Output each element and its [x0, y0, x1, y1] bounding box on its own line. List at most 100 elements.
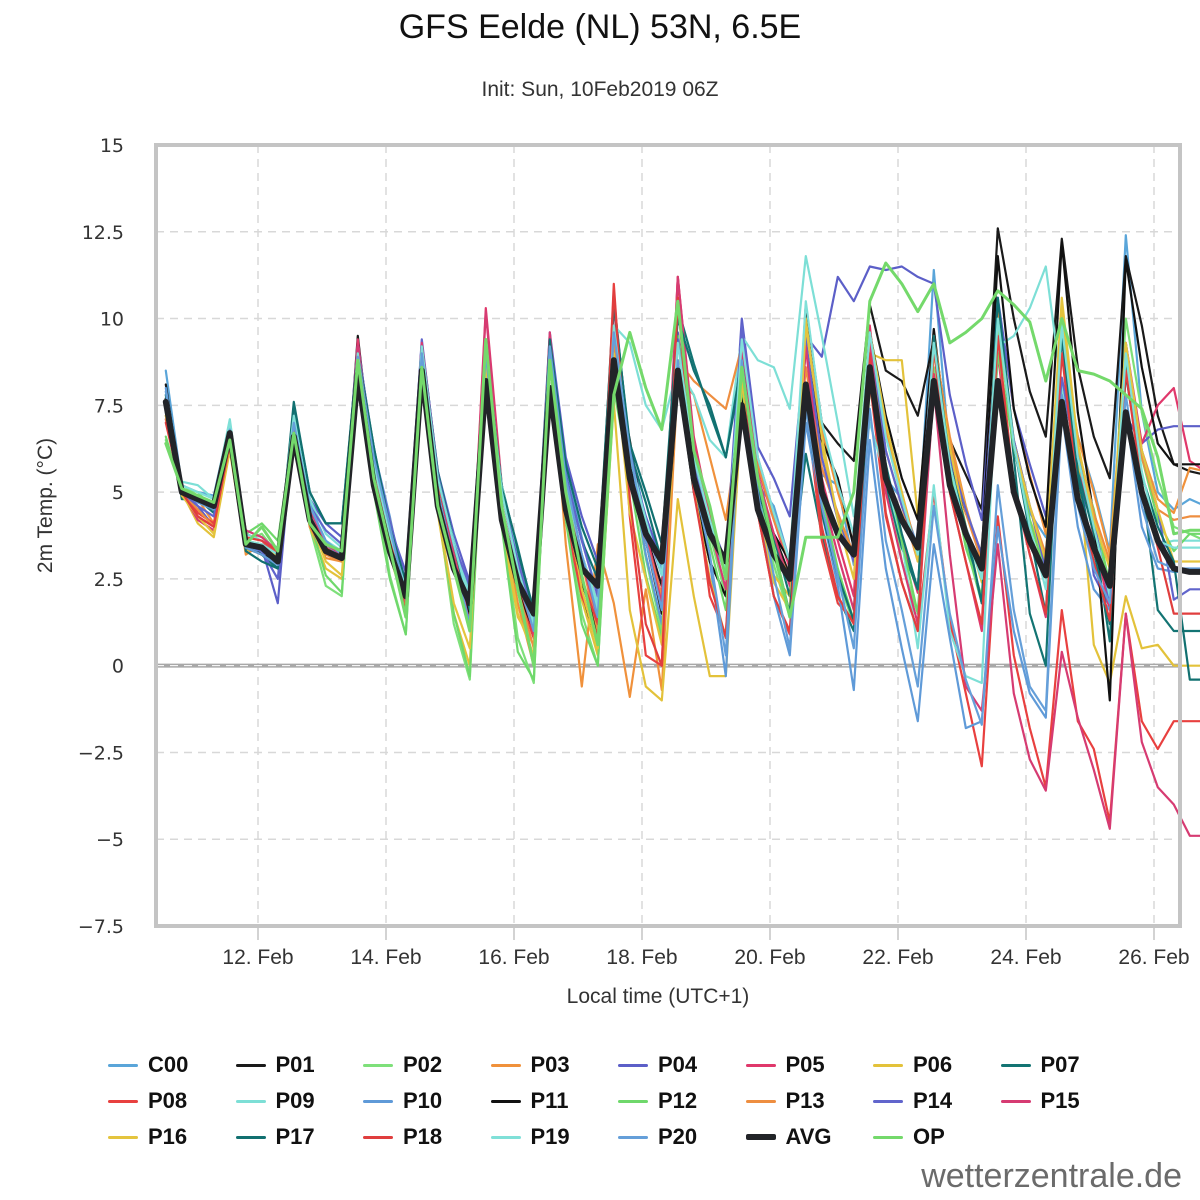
legend-label: P03 — [530, 1052, 570, 1077]
y-tick-label: −5 — [96, 829, 124, 851]
legend-item-p13[interactable]: P13 — [745, 1088, 825, 1114]
legend-label: P02 — [403, 1052, 443, 1077]
legend-item-p01[interactable]: P01 — [235, 1052, 315, 1078]
legend-item-p20[interactable]: P20 — [618, 1124, 697, 1150]
y-axis-label: 2m Temp. (°C) — [34, 438, 57, 573]
legend-swatch — [490, 1099, 521, 1103]
legend-label: P14 — [913, 1088, 953, 1113]
x-tick-label: 18. Feb — [606, 946, 677, 969]
legend-swatch — [873, 1063, 903, 1067]
y-tick-label: 12.5 — [82, 222, 124, 244]
legend-swatch — [490, 1063, 521, 1067]
legend-label: P07 — [1040, 1052, 1080, 1077]
legend-swatch — [873, 1135, 903, 1139]
legend-label: P12 — [658, 1088, 698, 1113]
legend-label: P17 — [275, 1124, 315, 1149]
y-tick-label: 2.5 — [94, 569, 124, 591]
y-tick-label: 15 — [100, 135, 124, 157]
legend-swatch — [108, 1135, 138, 1139]
legend-item-c00[interactable]: C00 — [108, 1052, 188, 1078]
source-credit: wetterzentrale.de — [921, 1157, 1182, 1195]
x-tick-label: 26. Feb — [1118, 946, 1189, 969]
legend-swatch — [363, 1063, 393, 1067]
legend-item-p19[interactable]: P19 — [490, 1124, 570, 1150]
y-axis-ticks: 15 12.5 10 7.5 5 2.5 0 −2.5 −5 −7.5 — [78, 135, 124, 938]
legend-item-p10[interactable]: P10 — [363, 1088, 442, 1114]
legend-item-p17[interactable]: P17 — [235, 1124, 315, 1150]
series-line-avg — [162, 357, 1200, 617]
x-tick-label: 24. Feb — [990, 946, 1061, 969]
series-line-p11 — [164, 241, 1200, 702]
legend-label: P05 — [785, 1052, 825, 1077]
legend-swatch — [618, 1135, 648, 1139]
legend-label: P10 — [403, 1088, 443, 1113]
x-tick-label: 12. Feb — [222, 946, 293, 969]
x-tick-label: 20. Feb — [734, 946, 805, 969]
legend-swatch — [745, 1099, 776, 1103]
chart-canvas: 15 12.5 10 7.5 5 2.5 0 −2.5 −5 −7.5 12. Feb 14. Fe… — [34, 135, 1200, 1008]
series-line-op — [164, 261, 1200, 668]
legend-item-p03[interactable]: P03 — [490, 1052, 570, 1078]
y-tick-label: 7.5 — [94, 395, 124, 417]
legend-swatch — [363, 1135, 393, 1139]
legend-item-p18[interactable]: P18 — [363, 1124, 442, 1150]
legend-item-avg[interactable]: AVG — [745, 1124, 832, 1150]
legend-label: P16 — [148, 1124, 188, 1149]
legend-label: P15 — [1040, 1088, 1080, 1113]
legend-swatch — [618, 1099, 648, 1103]
y-tick-label: −2.5 — [78, 742, 124, 764]
chart-subtitle: Init: Sun, 10Feb2019 06Z — [481, 78, 719, 101]
x-tick-label: 16. Feb — [478, 946, 549, 969]
legend-swatch — [235, 1135, 266, 1139]
legend-item-p06[interactable]: P06 — [873, 1052, 952, 1078]
legend-item-p05[interactable]: P05 — [745, 1052, 825, 1078]
x-axis-label: Local time (UTC+1) — [567, 985, 750, 1008]
legend-swatch — [235, 1063, 266, 1067]
legend-swatch — [745, 1134, 776, 1140]
y-tick-label: 5 — [112, 482, 124, 504]
legend-label: P18 — [403, 1124, 443, 1149]
legend-item-p16[interactable]: P16 — [108, 1124, 187, 1150]
legend-swatch — [1000, 1099, 1031, 1103]
legend-swatch — [490, 1135, 521, 1139]
grid-lines — [156, 145, 1180, 926]
legend-item-p07[interactable]: P07 — [1000, 1052, 1080, 1078]
x-tick-label: 14. Feb — [350, 946, 421, 969]
legend-label: P01 — [275, 1052, 315, 1077]
legend-item-p12[interactable]: P12 — [618, 1088, 697, 1114]
legend-label: P04 — [658, 1052, 698, 1077]
chart-title: GFS Eelde (NL) 53N, 6.5E — [398, 8, 802, 46]
legend-item-p08[interactable]: P08 — [108, 1088, 187, 1114]
legend-label: P13 — [785, 1088, 825, 1113]
legend-item-p11[interactable]: P11 — [490, 1088, 569, 1114]
legend-swatch — [873, 1099, 903, 1103]
legend-swatch — [1000, 1063, 1031, 1067]
y-tick-label: 10 — [100, 309, 124, 331]
x-axis-ticks: 12. Feb 14. Feb 16. Feb 18. Feb 20. Feb 22. F… — [222, 926, 1190, 969]
legend-label: C00 — [148, 1052, 189, 1077]
legend-label: P19 — [530, 1124, 570, 1149]
legend-item-p09[interactable]: P09 — [235, 1088, 315, 1114]
legend-label: P06 — [913, 1052, 953, 1077]
legend-swatch — [108, 1063, 138, 1067]
legend-swatch — [618, 1063, 648, 1067]
legend-swatch — [235, 1099, 266, 1103]
legend-label: P11 — [530, 1088, 569, 1113]
legend-swatch — [108, 1099, 138, 1103]
legend-item-op[interactable]: OP — [873, 1124, 945, 1150]
legend-label: P20 — [658, 1124, 698, 1149]
legend-item-p15[interactable]: P15 — [1000, 1088, 1080, 1114]
plot-frame — [154, 143, 1182, 928]
y-tick-label: −7.5 — [78, 916, 124, 938]
x-tick-label: 22. Feb — [862, 946, 933, 969]
y-tick-label: 0 — [112, 656, 124, 678]
legend-label: P08 — [148, 1088, 188, 1113]
legend-label: P09 — [275, 1088, 315, 1113]
legend-label: OP — [913, 1124, 945, 1149]
legend-item-p04[interactable]: P04 — [618, 1052, 697, 1078]
legend-item-p02[interactable]: P02 — [363, 1052, 442, 1078]
legend-swatch — [363, 1099, 393, 1103]
legend-swatch — [745, 1063, 776, 1067]
legend-item-p14[interactable]: P14 — [873, 1088, 952, 1114]
series-lines — [162, 227, 1200, 837]
